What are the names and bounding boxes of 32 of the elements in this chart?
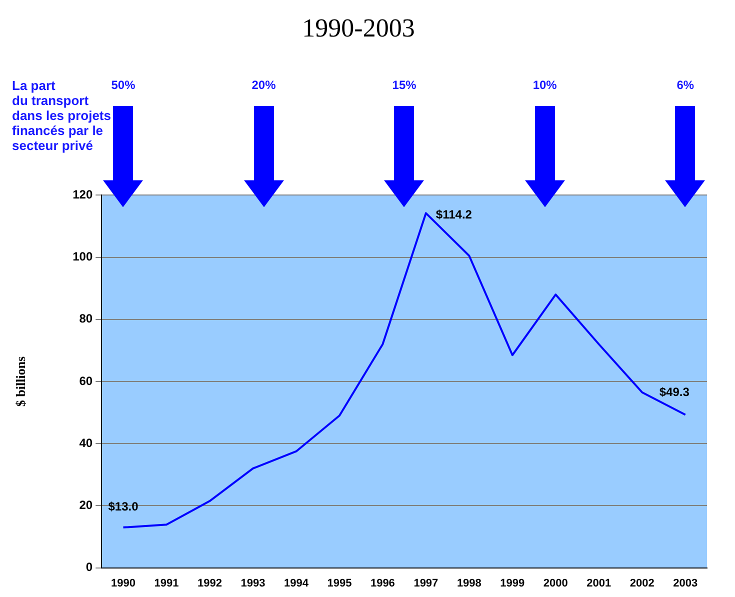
y-tick-label: 40 — [79, 436, 93, 450]
y-axis-title: $ billions — [13, 356, 28, 407]
data-label: $49.3 — [659, 385, 690, 400]
y-tick-label: 60 — [79, 374, 93, 388]
data-label: $114.2 — [436, 208, 472, 222]
x-tick-label: 2001 — [586, 577, 612, 590]
x-tick-label: 1990 — [111, 577, 136, 590]
x-tick-label: 2003 — [673, 577, 698, 590]
data-label: $13.0 — [108, 500, 139, 514]
text: 20% — [252, 78, 276, 92]
y-tick-label: 80 — [79, 312, 93, 326]
y-tick-label: 20 — [79, 498, 93, 512]
x-tick-label: 1993 — [240, 577, 266, 590]
x-tick-label: 1999 — [500, 577, 525, 590]
text: 50% — [111, 78, 136, 92]
y-tick-label: 0 — [86, 560, 93, 574]
text: 10% — [532, 78, 557, 92]
x-tick-label: 1991 — [154, 577, 179, 590]
x-tick-label: 1994 — [284, 577, 310, 590]
x-tick-label: 1997 — [414, 577, 438, 590]
x-tick-label: 1992 — [197, 577, 222, 590]
chart-title: 1990-2003 — [302, 13, 415, 42]
x-tick-label: 1996 — [370, 577, 395, 590]
y-tick-label: 120 — [72, 188, 93, 202]
x-tick-label: 2000 — [543, 577, 568, 590]
x-tick-label: 2002 — [630, 577, 654, 590]
text: 6% — [676, 78, 694, 92]
y-tick-label: 100 — [72, 250, 93, 264]
text: La part du transport dans les projets financés par le secteur privé — [12, 78, 111, 153]
x-tick-label: 1995 — [327, 577, 352, 590]
text: 15% — [392, 78, 416, 92]
x-tick-label: 1998 — [456, 577, 482, 590]
